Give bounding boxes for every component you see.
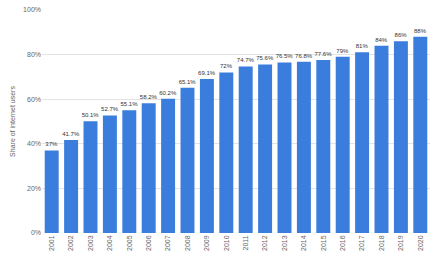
svg-text:55.1%: 55.1% (120, 101, 138, 107)
svg-text:77.6%: 77.6% (314, 51, 332, 57)
svg-text:2016: 2016 (339, 235, 346, 251)
svg-text:40%: 40% (27, 140, 41, 147)
svg-text:80%: 80% (27, 51, 41, 58)
svg-text:2009: 2009 (203, 235, 210, 251)
svg-text:2014: 2014 (300, 235, 307, 251)
svg-text:76.8%: 76.8% (295, 53, 313, 59)
svg-text:2020: 2020 (417, 235, 424, 251)
svg-text:2007: 2007 (164, 235, 171, 251)
svg-text:72%: 72% (220, 63, 233, 69)
svg-text:0%: 0% (31, 229, 41, 236)
svg-text:2008: 2008 (184, 235, 191, 251)
svg-text:2012: 2012 (261, 235, 268, 251)
svg-text:2018: 2018 (378, 235, 385, 251)
svg-text:2003: 2003 (87, 235, 94, 251)
svg-text:60%: 60% (27, 96, 41, 103)
svg-text:2004: 2004 (106, 235, 113, 251)
svg-text:81%: 81% (356, 43, 369, 49)
svg-text:2002: 2002 (67, 235, 74, 251)
svg-text:86%: 86% (395, 32, 408, 38)
svg-text:20%: 20% (27, 185, 41, 192)
svg-text:2006: 2006 (145, 235, 152, 251)
svg-text:50.1%: 50.1% (82, 112, 100, 118)
svg-text:41.7%: 41.7% (62, 131, 80, 137)
svg-text:52.7%: 52.7% (101, 106, 119, 112)
svg-text:75.6%: 75.6% (256, 55, 274, 61)
svg-text:100%: 100% (23, 6, 41, 13)
svg-text:2011: 2011 (242, 235, 249, 250)
svg-text:2019: 2019 (397, 235, 404, 251)
svg-text:74.7%: 74.7% (237, 57, 255, 63)
svg-text:79%: 79% (336, 48, 349, 54)
svg-text:2017: 2017 (358, 235, 365, 251)
svg-text:Share of internet users: Share of internet users (9, 86, 16, 157)
svg-text:69.1%: 69.1% (198, 70, 216, 76)
svg-text:88%: 88% (414, 28, 427, 34)
svg-text:2013: 2013 (281, 235, 288, 251)
svg-text:37%: 37% (45, 141, 58, 147)
svg-text:58.2%: 58.2% (140, 94, 158, 100)
svg-text:2015: 2015 (320, 235, 327, 251)
svg-text:2005: 2005 (126, 235, 133, 251)
svg-text:76.5%: 76.5% (276, 53, 294, 59)
svg-text:60.2%: 60.2% (159, 90, 177, 96)
svg-text:84%: 84% (375, 37, 388, 43)
svg-text:2001: 2001 (48, 235, 55, 251)
svg-text:65.1%: 65.1% (179, 79, 197, 85)
svg-text:2010: 2010 (223, 235, 230, 251)
